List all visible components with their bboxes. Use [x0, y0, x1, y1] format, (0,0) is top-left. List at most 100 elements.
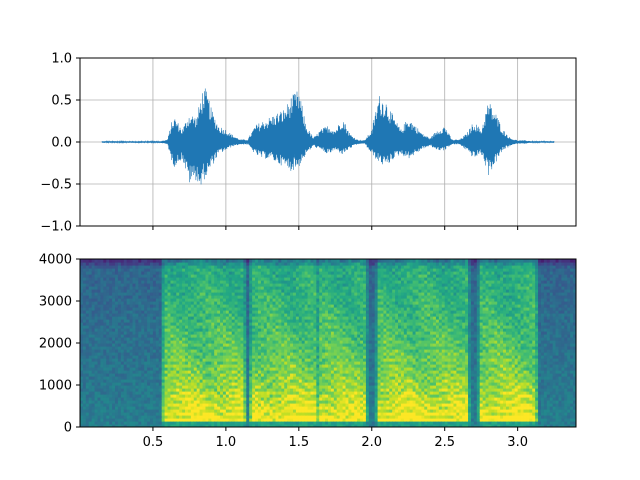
spectrogram-cell: [301, 325, 306, 329]
spectrogram-cell: [208, 298, 212, 302]
spectrogram-cell: [295, 331, 300, 335]
spectrogram-cell: [278, 424, 282, 427]
spectrogram-cell: [287, 349, 291, 353]
spectrogram-cell: [281, 265, 285, 269]
spectrogram-cell: [158, 361, 163, 365]
spectrogram-cell: [322, 400, 326, 404]
spectrogram-cell: [278, 352, 282, 356]
spectrogram-cell: [167, 286, 172, 290]
spectrogram-cell: [307, 316, 312, 320]
spectrogram-cell: [287, 379, 291, 383]
spectrogram-cell: [211, 328, 215, 332]
spectrogram-cell: [147, 319, 151, 323]
spectrogram-cell: [310, 271, 315, 275]
spectrogram-cell: [112, 391, 116, 395]
spectrogram-cell: [161, 337, 166, 341]
spectrogram-cell: [225, 418, 230, 422]
spectrogram-cell: [141, 373, 145, 377]
spectrogram-cell: [193, 421, 198, 425]
spectrogram-cell: [328, 349, 332, 353]
spectrogram-cell: [304, 361, 309, 365]
spectrogram-cell: [144, 268, 148, 272]
spectrogram-cell: [126, 415, 131, 419]
spectrogram-cell: [193, 334, 198, 338]
spectrogram-cell: [284, 340, 288, 344]
spectrogram-cell: [126, 367, 131, 371]
spectrogram-cell: [266, 304, 271, 308]
spectrogram-cell: [144, 334, 148, 338]
spectrogram-cell: [234, 286, 239, 290]
spectrogram-cell: [190, 388, 195, 392]
spectrogram-cell: [252, 364, 256, 368]
spectrogram-cell: [228, 331, 233, 335]
spectrogram-cell: [214, 331, 218, 335]
spectrogram-cell: [336, 370, 341, 374]
spectrogram-cell: [275, 385, 279, 389]
spectrogram-cell: [85, 349, 90, 353]
spectrogram-cell: [167, 409, 172, 413]
spectrogram-cell: [141, 340, 145, 344]
spectrogram-cell: [292, 352, 297, 356]
spectrogram-cell: [325, 364, 329, 368]
spectrogram-cell: [138, 343, 142, 347]
spectrogram-cell: [225, 394, 230, 398]
spectrogram-cell: [199, 289, 204, 293]
spectrogram-cell: [144, 298, 148, 302]
spectrogram-cell: [298, 373, 303, 377]
spectrogram-cell: [290, 385, 294, 389]
spectrogram-cell: [220, 349, 224, 353]
spectrogram-cell: [205, 343, 209, 347]
spectrogram-cell: [208, 406, 212, 410]
spectrogram-cell: [135, 280, 139, 284]
spectrogram-cell: [298, 292, 303, 296]
spectrogram-cell: [240, 361, 244, 365]
spectrogram-cell: [199, 310, 204, 314]
spectrogram-cell: [117, 280, 122, 284]
spectrogram-cell: [115, 385, 119, 389]
spectrogram-cell: [307, 265, 312, 269]
spectrogram-cell: [325, 322, 329, 326]
spectrogram-cell: [202, 349, 207, 353]
spectrogram-cell: [301, 373, 306, 377]
spectrogram-cell: [217, 397, 221, 401]
spectrogram-cell: [295, 349, 300, 353]
spectrogram-cell: [266, 412, 271, 416]
spectrogram-cell: [220, 334, 224, 338]
spectrogram-cell: [152, 382, 157, 386]
spectrogram-cell: [126, 343, 131, 347]
spectrogram-cell: [88, 313, 93, 317]
spectrogram-cell: [290, 397, 294, 401]
spectrogram-cell: [328, 337, 332, 341]
spectrogram-cell: [252, 310, 256, 314]
spectrogram-cell: [144, 304, 148, 308]
spectrogram-cell: [322, 301, 326, 305]
spectrogram-cell: [220, 283, 224, 287]
spectrogram-cell: [126, 331, 131, 335]
spectrogram-cell: [284, 292, 288, 296]
spectrogram-cell: [290, 418, 294, 422]
spectrogram-cell: [237, 259, 242, 263]
spectrogram-cell: [234, 364, 239, 368]
spectrogram-cell: [269, 403, 274, 407]
spectrogram-cell: [202, 301, 207, 305]
spectrogram-cell: [222, 331, 227, 335]
spectrogram-cell: [88, 295, 93, 299]
spectrogram-cell: [336, 388, 341, 392]
spectrogram-cell: [109, 379, 113, 383]
spectrogram-cell: [202, 379, 207, 383]
spectrogram-cell: [301, 352, 306, 356]
spectrogram-cell: [109, 331, 113, 335]
spectrogram-cell: [185, 406, 189, 410]
spectrogram-cell: [82, 376, 87, 380]
spectrogram-cell: [255, 343, 259, 347]
spectrogram-cell: [214, 415, 218, 419]
spectrogram-cell: [164, 316, 169, 320]
spectrogram-cell: [185, 403, 189, 407]
spectrogram-cell: [141, 280, 145, 284]
spectrogram-cell: [170, 385, 174, 389]
spectrogram-cell: [287, 310, 291, 314]
spectrogram-cell: [120, 301, 125, 305]
spectrogram-cell: [187, 358, 192, 362]
spectrogram-cell: [123, 346, 128, 350]
spectrogram-cell: [272, 403, 277, 407]
